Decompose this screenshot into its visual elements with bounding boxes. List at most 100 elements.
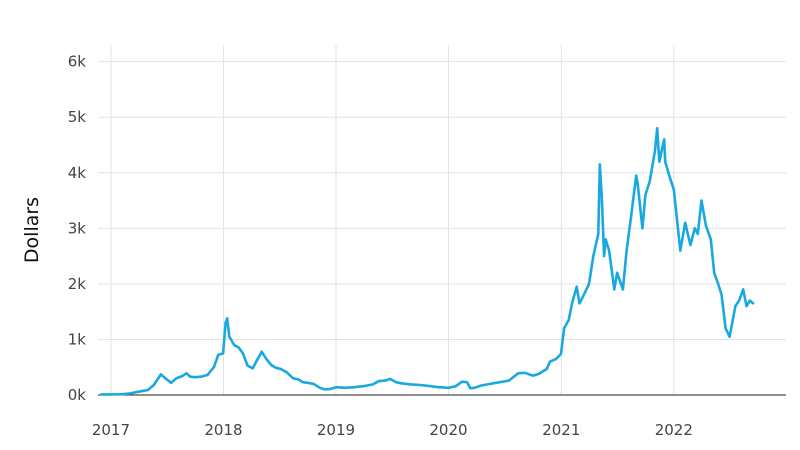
data-point xyxy=(146,388,150,392)
data-point xyxy=(137,390,140,393)
data-point xyxy=(607,249,611,252)
data-point xyxy=(224,321,227,324)
data-point xyxy=(679,249,682,252)
series-line xyxy=(100,127,755,396)
data-point xyxy=(672,188,675,191)
data-point xyxy=(185,372,188,375)
data-point xyxy=(217,353,220,357)
y-axis-label: Dollars xyxy=(21,197,43,263)
data-point xyxy=(301,381,304,384)
data-point xyxy=(537,372,540,376)
data-point xyxy=(265,357,268,361)
data-point xyxy=(664,160,667,163)
data-point xyxy=(189,375,192,378)
data-point xyxy=(152,383,155,387)
data-point xyxy=(279,367,282,371)
data-point xyxy=(479,384,482,387)
data-point xyxy=(409,383,413,386)
data-point xyxy=(175,377,178,380)
data-point xyxy=(709,238,712,241)
y-tick-label: 6k xyxy=(68,53,87,71)
data-point xyxy=(241,352,245,355)
data-point xyxy=(516,372,520,375)
series-layer xyxy=(100,127,755,396)
data-point xyxy=(693,227,696,230)
data-point xyxy=(636,182,639,186)
y-tick-label: 2k xyxy=(68,275,87,293)
data-point xyxy=(613,288,616,291)
data-point xyxy=(567,318,570,322)
data-point xyxy=(469,387,472,390)
data-point xyxy=(570,302,574,305)
data-point xyxy=(371,383,375,386)
data-point xyxy=(615,271,619,274)
data-point xyxy=(318,386,322,389)
data-point xyxy=(165,378,168,381)
data-point xyxy=(597,232,600,236)
data-point xyxy=(562,327,566,330)
data-point xyxy=(291,377,295,380)
data-point xyxy=(400,382,403,385)
y-tick-label: 0k xyxy=(68,386,87,404)
data-point xyxy=(377,379,380,383)
data-point xyxy=(578,302,581,305)
data-point xyxy=(473,386,476,389)
data-point xyxy=(592,254,595,258)
data-point xyxy=(226,317,229,320)
data-point xyxy=(658,160,661,163)
data-point xyxy=(109,393,113,396)
data-point xyxy=(625,249,628,252)
data-point xyxy=(700,199,703,202)
data-points xyxy=(100,127,755,396)
data-point xyxy=(531,374,535,377)
data-point xyxy=(199,375,203,378)
data-point xyxy=(251,367,254,370)
data-point xyxy=(312,382,315,386)
data-point xyxy=(255,358,259,362)
data-point xyxy=(668,177,672,180)
data-point xyxy=(274,366,278,369)
data-point xyxy=(384,379,387,382)
data-point xyxy=(559,352,563,356)
data-point xyxy=(748,299,752,302)
data-point xyxy=(447,386,450,389)
data-point xyxy=(285,371,288,374)
data-point xyxy=(498,381,501,384)
data-point xyxy=(598,163,601,166)
data-point xyxy=(488,382,492,386)
data-point xyxy=(460,380,464,383)
data-point xyxy=(212,366,216,369)
data-point xyxy=(353,386,356,389)
data-point xyxy=(582,293,585,297)
data-point xyxy=(717,282,720,286)
data-point xyxy=(206,373,209,377)
data-point xyxy=(344,386,347,389)
data-point xyxy=(575,285,578,288)
data-point xyxy=(297,378,300,381)
data-point xyxy=(742,288,745,291)
data-point xyxy=(696,232,699,236)
data-point xyxy=(737,299,741,302)
data-point xyxy=(127,392,131,395)
x-axis-tick-labels: 2017 2018 2019 2020 2021 2022 xyxy=(92,421,693,439)
data-point xyxy=(329,387,332,391)
data-point xyxy=(548,360,552,363)
data-point xyxy=(169,381,173,384)
data-point xyxy=(751,302,755,305)
data-point xyxy=(684,221,687,224)
data-point xyxy=(334,386,338,389)
data-point xyxy=(389,377,392,381)
data-point xyxy=(428,384,431,388)
data-point xyxy=(465,381,469,384)
data-point xyxy=(644,193,647,197)
data-point xyxy=(635,174,638,177)
y-tick-label: 4k xyxy=(68,164,87,182)
y-axis-tick-labels: 0k 1k 2k 3k 4k 5k 6k xyxy=(68,53,87,404)
data-point xyxy=(720,293,723,297)
data-point xyxy=(306,381,309,384)
data-point xyxy=(228,335,231,338)
data-point xyxy=(545,367,548,371)
data-point xyxy=(507,379,511,382)
data-point xyxy=(656,127,659,130)
data-point xyxy=(602,254,606,258)
